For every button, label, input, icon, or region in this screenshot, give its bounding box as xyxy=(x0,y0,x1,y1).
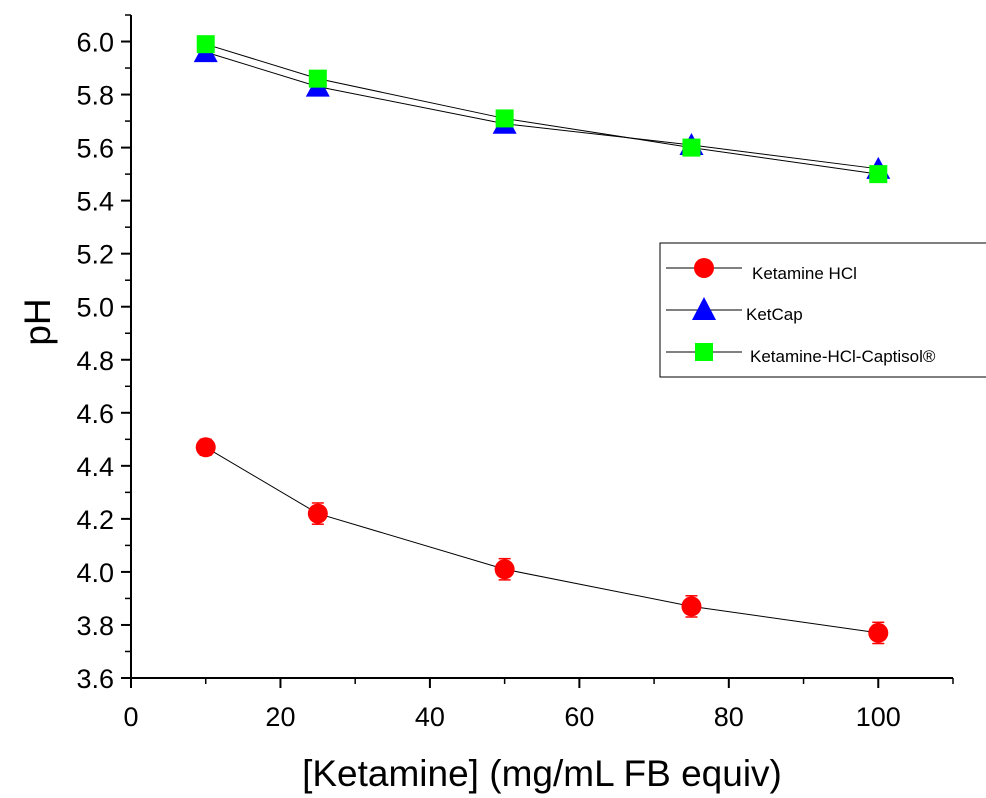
y-tick-label: 5.2 xyxy=(76,240,114,270)
data-point-ketamine-hcl xyxy=(681,596,702,617)
y-tick-label: 3.8 xyxy=(76,611,114,641)
y-tick-label: 5.8 xyxy=(76,81,114,111)
y-ticks: 3.6 3.8 4.0 4.2 4.4 4.6 4.8 5.0 5.2 5.4 5.6 5.8 6.0 xyxy=(76,14,131,694)
y-tick-label: 4.6 xyxy=(76,399,114,429)
y-axis-title: pH xyxy=(17,298,58,345)
x-tick-label: 20 xyxy=(265,702,295,732)
data-point-ketamine-hcl-captisol xyxy=(682,138,701,157)
y-tick-label: 4.0 xyxy=(76,558,114,588)
y-tick-label: 5.4 xyxy=(76,187,114,217)
data-point-ketamine-hcl-captisol xyxy=(308,69,327,88)
data-point-ketamine-hcl-captisol xyxy=(869,165,888,184)
data-point-ketamine-hcl xyxy=(494,559,515,580)
y-tick-label: 4.4 xyxy=(76,452,114,482)
y-tick-label: 5.0 xyxy=(76,293,114,323)
y-tick-label: 3.6 xyxy=(76,664,114,694)
data-point-ketamine-hcl xyxy=(307,503,328,524)
y-tick-label: 4.8 xyxy=(76,346,114,376)
series-line-ketamine-hcl-captisol xyxy=(205,43,879,175)
x-tick-label: 40 xyxy=(415,702,445,732)
data-point-ketamine-hcl xyxy=(195,437,216,458)
x-tick-label: 0 xyxy=(123,702,138,732)
data-point-ketamine-hcl-captisol xyxy=(495,109,514,128)
x-tick-label: 60 xyxy=(564,702,594,732)
series-layer xyxy=(193,35,891,645)
legend-label-ketamine-hcl: Ketamine HCl xyxy=(752,264,857,283)
legend: Ketamine HCl KetCap Ketamine-HCl-Captiso… xyxy=(659,242,986,378)
x-tick-label: 100 xyxy=(856,702,901,732)
y-tick-label: 5.6 xyxy=(76,134,114,164)
legend-box xyxy=(659,242,986,378)
series-line-ketcap xyxy=(205,51,879,170)
legend-marker-captisol xyxy=(695,343,713,361)
series-line-ketamine-hcl xyxy=(205,446,879,634)
y-tick-label: 4.2 xyxy=(76,505,114,535)
data-point-ketamine-hcl xyxy=(868,622,889,643)
x-ticks: 0 20 40 60 80 100 xyxy=(123,678,954,732)
legend-marker-ketamine-hcl xyxy=(694,258,714,278)
data-point-ketamine-hcl-captisol xyxy=(196,35,215,54)
legend-label-ketcap: KetCap xyxy=(746,305,803,324)
x-tick-label: 80 xyxy=(714,702,744,732)
legend-marker-ketcap xyxy=(692,297,716,320)
x-axis-title: [Ketamine] (mg/mL FB equiv) xyxy=(302,753,782,794)
legend-label-captisol: Ketamine-HCl-Captisol® xyxy=(750,347,936,366)
y-tick-label: 6.0 xyxy=(76,28,114,58)
axes xyxy=(130,15,953,679)
